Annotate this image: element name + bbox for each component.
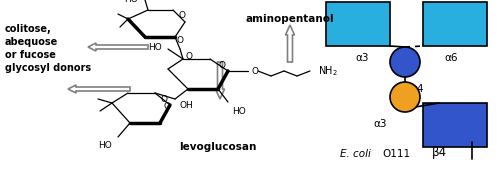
Text: O: O — [163, 102, 170, 111]
Text: glycosyl donors: glycosyl donors — [5, 63, 91, 73]
Text: β4: β4 — [432, 146, 447, 159]
Text: O: O — [218, 61, 226, 70]
FancyBboxPatch shape — [326, 2, 390, 46]
Text: α6: α6 — [444, 53, 458, 63]
Text: or fucose: or fucose — [5, 50, 56, 60]
Text: O: O — [185, 52, 192, 61]
Text: α4: α4 — [410, 84, 424, 94]
Circle shape — [390, 47, 420, 77]
Text: abequose: abequose — [5, 37, 58, 47]
FancyArrow shape — [286, 25, 294, 62]
FancyArrow shape — [216, 62, 224, 99]
Text: O: O — [160, 95, 168, 104]
FancyArrow shape — [88, 43, 148, 51]
Text: OH: OH — [180, 101, 194, 110]
Text: HO: HO — [232, 107, 246, 116]
Circle shape — [390, 82, 420, 112]
Text: HO: HO — [148, 42, 162, 52]
Text: O111: O111 — [382, 149, 410, 159]
Text: E. coli: E. coli — [340, 149, 371, 159]
FancyBboxPatch shape — [423, 103, 487, 147]
Text: HO: HO — [98, 141, 112, 150]
FancyArrow shape — [68, 85, 130, 93]
Text: NH$_2$: NH$_2$ — [318, 64, 338, 78]
FancyBboxPatch shape — [423, 2, 487, 46]
Text: α3: α3 — [355, 53, 369, 63]
Text: O: O — [178, 10, 186, 19]
Text: levoglucosan: levoglucosan — [180, 142, 256, 152]
Text: O: O — [176, 36, 184, 45]
Text: α3: α3 — [374, 119, 387, 129]
Text: HO: HO — [124, 0, 138, 4]
Text: colitose,: colitose, — [5, 24, 52, 34]
Text: O: O — [252, 67, 259, 76]
Text: aminopentanol: aminopentanol — [246, 14, 334, 24]
